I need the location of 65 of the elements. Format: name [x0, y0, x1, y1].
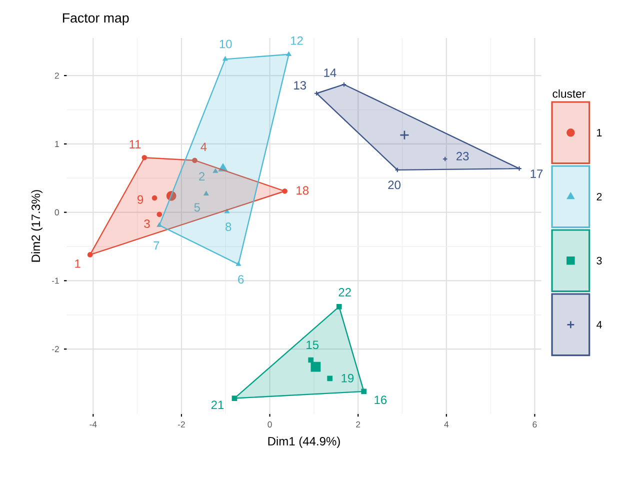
y-tick-label: 0 [54, 209, 59, 216]
chart-title: Factor map [62, 13, 129, 26]
annotation: 18 [296, 186, 309, 195]
point [142, 154, 148, 160]
point [516, 166, 522, 172]
point [308, 357, 314, 363]
point [310, 362, 321, 372]
x-tick-label: -2 [178, 421, 185, 428]
annotation: 1 [75, 259, 80, 268]
annotation: 20 [388, 180, 400, 190]
annotation: 16 [374, 396, 387, 404]
annotation: 14 [324, 68, 336, 77]
x-tick-label: -4 [90, 421, 97, 428]
annotation: 6 [238, 275, 244, 284]
annotation: 3 [144, 219, 150, 228]
point [157, 222, 162, 227]
point [286, 52, 292, 56]
annotation: 15 [306, 340, 319, 350]
point [224, 208, 230, 214]
annotation: 23 [456, 152, 469, 160]
y-tick-label: 1 [55, 140, 59, 147]
point [156, 212, 162, 218]
legend-title: cluster [552, 89, 586, 98]
legend-label: 3 [596, 256, 602, 264]
legend-label: 2 [596, 192, 602, 200]
x-tick-label: 2 [356, 421, 360, 428]
x-axis-title: Dim1 (44.9%) [268, 436, 340, 448]
point [361, 388, 367, 394]
annotation: 9 [138, 195, 144, 204]
legend-label: 4 [596, 320, 602, 328]
legend-label: 1 [597, 128, 602, 136]
x-tick-label: 6 [532, 421, 537, 428]
y-tick-label: 2 [54, 72, 59, 79]
annotation: 21 [211, 400, 224, 409]
point [282, 188, 288, 194]
annotation: 19 [342, 374, 354, 382]
annotation: 4 [200, 142, 207, 151]
x-tick-label: 0 [268, 421, 272, 428]
point [166, 190, 176, 201]
point [213, 168, 218, 173]
x-tick-label: 4 [444, 421, 449, 428]
annotation: 2 [199, 172, 205, 181]
point [327, 376, 332, 382]
y-axis-title: Dim2 (17.3%) [31, 190, 42, 262]
annotation: 12 [291, 36, 303, 45]
y-tick-label: -2 [52, 346, 59, 352]
annotation: 17 [530, 170, 543, 178]
annotation: 11 [130, 140, 141, 148]
annotation: 10 [220, 40, 232, 48]
point [218, 164, 228, 172]
point [152, 195, 158, 201]
point [232, 396, 238, 401]
y-tick-label: -1 [52, 278, 59, 284]
point [222, 56, 228, 61]
annotation: 5 [194, 203, 200, 212]
point [336, 304, 342, 310]
point [204, 191, 209, 196]
annotation: 13 [294, 81, 306, 90]
annotation: 8 [226, 222, 232, 232]
point [87, 252, 93, 258]
point [192, 158, 198, 164]
point [400, 130, 410, 140]
annotation: 7 [154, 241, 160, 250]
point [236, 262, 241, 266]
annotation: 22 [338, 288, 351, 296]
